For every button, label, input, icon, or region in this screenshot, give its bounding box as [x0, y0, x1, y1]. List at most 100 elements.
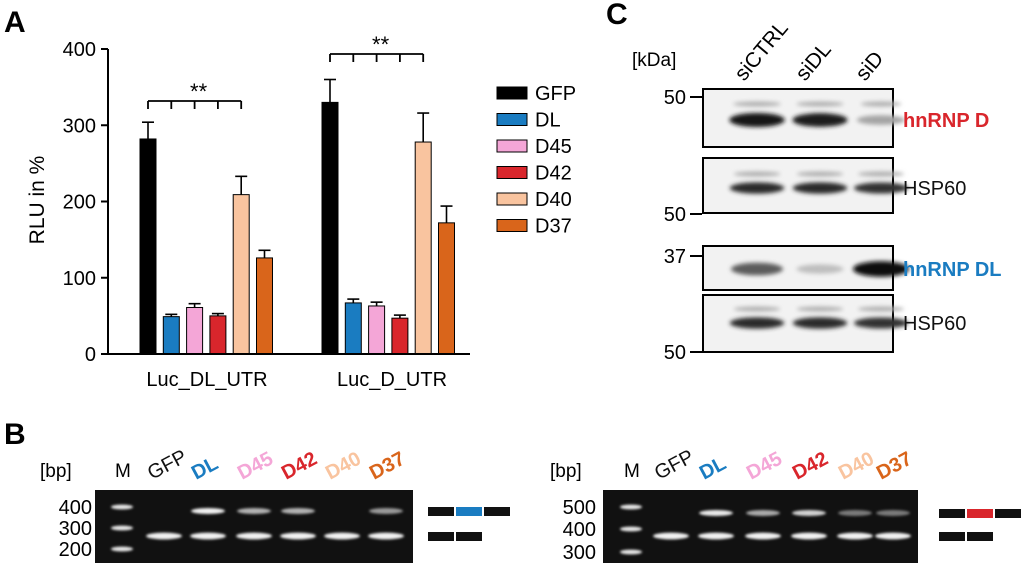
- bar-d40: [232, 194, 250, 355]
- legend-swatch-d40: [496, 192, 528, 206]
- size-marker-label: 200: [59, 539, 92, 561]
- pcr-band-lower: [146, 532, 182, 540]
- lane-label: D42: [278, 448, 321, 485]
- ladder-band: [620, 549, 642, 555]
- exon-left: [428, 507, 454, 516]
- marker-lane-label: M: [115, 461, 131, 482]
- bar-gfp: [321, 101, 339, 355]
- ladder-band: [111, 546, 133, 552]
- lane-label: D40: [835, 448, 878, 485]
- protein-band: [854, 182, 908, 194]
- exon-right: [456, 532, 482, 541]
- pcr-band-upper: [792, 510, 826, 516]
- lane-label: GFP: [144, 446, 191, 485]
- faint-band: [733, 101, 781, 107]
- exon-right: [967, 532, 993, 541]
- bar-series: [139, 78, 455, 355]
- size-marker-label: 400: [59, 497, 92, 519]
- legend-swatch-gfp: [496, 86, 528, 100]
- bar-d42: [391, 317, 409, 355]
- bar-dl: [162, 316, 180, 355]
- pcr-band-lower: [875, 532, 911, 540]
- significance-label: **: [190, 79, 208, 104]
- kda-unit-label: [kDa]: [632, 50, 676, 71]
- blot-strip-3: hnRNP DL 37: [664, 245, 1002, 291]
- legend-swatch-d37: [496, 219, 528, 232]
- lane-label: siDL: [791, 38, 836, 85]
- protein-band: [792, 113, 848, 127]
- gel-image: [95, 490, 413, 563]
- pcr-band-upper: [699, 510, 733, 516]
- size-marker-label: 500: [563, 497, 596, 519]
- bar-d37: [438, 222, 455, 355]
- y-tick-label: 100: [63, 268, 96, 290]
- pcr-band-upper: [237, 508, 271, 514]
- legend-label: D37: [535, 216, 572, 238]
- faint-band: [796, 101, 844, 107]
- protein-band: [796, 264, 844, 274]
- pcr-band-upper: [876, 510, 910, 516]
- blot-protein-label: HSP60: [903, 313, 966, 335]
- legend-label: D45: [535, 136, 572, 158]
- bar-dl: [344, 302, 362, 355]
- y-axis-label: RLU in %: [26, 156, 49, 245]
- ladder-band: [620, 526, 642, 532]
- size-marker-label: 300: [59, 518, 92, 540]
- lane-label: D45: [743, 448, 786, 485]
- protein-band: [853, 261, 909, 277]
- pcr-band-lower: [745, 532, 781, 540]
- category-label: Luc_D_UTR: [337, 369, 447, 391]
- protein-band: [792, 317, 848, 329]
- y-axis-ticks: 0 100 200 300 400: [63, 39, 108, 366]
- exon-right: [484, 507, 510, 516]
- blot-strip-4: HSP60 50: [664, 294, 966, 364]
- protein-band: [731, 262, 783, 276]
- kda-marker-label: 50: [664, 342, 686, 364]
- legend-swatch-d45: [496, 139, 528, 153]
- bar-d45: [368, 305, 386, 355]
- blot-protein-label: hnRNP D: [903, 110, 989, 132]
- faint-band: [796, 306, 844, 312]
- protein-band: [792, 182, 848, 194]
- legend-swatch-d42: [496, 166, 528, 179]
- legend: GFP DL D45 D42 D40 D37: [496, 83, 576, 238]
- legend-swatch-dl: [496, 113, 528, 126]
- pcr-band-lower: [698, 532, 734, 540]
- pcr-band-upper: [838, 510, 872, 516]
- y-tick-label: 400: [63, 39, 96, 61]
- exon-left: [939, 509, 965, 518]
- protein-band: [729, 317, 785, 329]
- panel-b-letter: B: [4, 418, 26, 451]
- y-tick-label: 200: [63, 192, 96, 214]
- faint-band: [796, 171, 844, 177]
- exon-left: [939, 532, 965, 541]
- legend-label: DL: [535, 110, 561, 132]
- protein-band: [856, 115, 906, 125]
- blot-strips: hnRNP D 50 HSP60 50 hnRNP DL 37 HSP60 50: [664, 87, 1002, 364]
- exon-left: [428, 532, 454, 541]
- kda-marker-label: 50: [664, 87, 686, 109]
- legend-label: GFP: [535, 83, 576, 105]
- ladder-band: [111, 504, 133, 510]
- blot-protein-label: HSP60: [903, 178, 966, 200]
- protein-band: [729, 182, 785, 194]
- y-tick-label: 300: [63, 115, 96, 137]
- y-tick-label: 0: [85, 344, 96, 366]
- pcr-band-lower: [791, 532, 827, 540]
- significance-label: **: [372, 32, 390, 57]
- significance-brackets: ** **: [147, 32, 425, 109]
- lane-label: siD: [851, 47, 888, 85]
- pcr-band-lower: [324, 532, 360, 540]
- faint-band: [733, 306, 781, 312]
- pcr-band-lower: [236, 532, 272, 540]
- bp-unit-label: [bp]: [40, 461, 72, 482]
- panel-c-letter: C: [606, 0, 628, 31]
- pcr-band-lower: [837, 532, 873, 540]
- lane-label: D37: [873, 448, 916, 485]
- ladder-band: [620, 504, 642, 510]
- lane-label: D37: [366, 448, 409, 485]
- gel-image: [603, 490, 918, 563]
- pcr-band-upper: [369, 508, 403, 514]
